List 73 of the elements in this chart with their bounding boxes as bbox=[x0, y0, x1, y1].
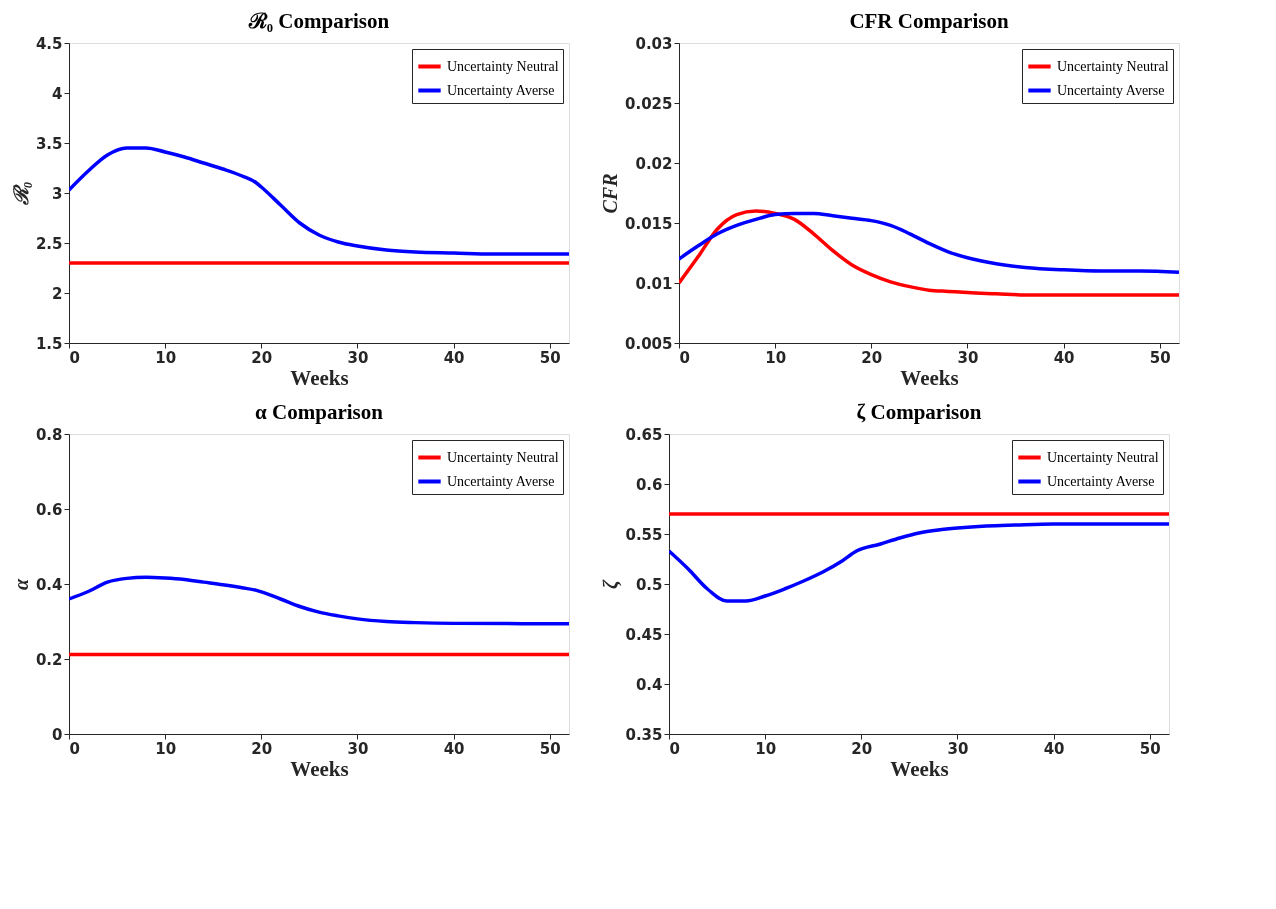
legend-label: Uncertainty Averse bbox=[1047, 473, 1155, 489]
y-tick-label: 0.8 bbox=[35, 425, 63, 444]
y-axis-title: ℛ₀ bbox=[9, 181, 32, 206]
x-tick-label: 30 bbox=[947, 739, 969, 758]
x-tick-label: 10 bbox=[155, 739, 177, 758]
legend-label: Uncertainty Neutral bbox=[447, 58, 559, 74]
legend-label: Uncertainty Neutral bbox=[1057, 58, 1169, 74]
x-axis-title: Weeks bbox=[290, 756, 349, 781]
x-tick-label: 50 bbox=[539, 739, 561, 758]
y-tick-label: 0.005 bbox=[625, 334, 673, 353]
y-tick-label: 0.6 bbox=[35, 500, 63, 519]
line-series bbox=[669, 522, 1169, 603]
x-tick-label: 40 bbox=[1043, 739, 1065, 758]
y-tick-label: 0.4 bbox=[635, 675, 663, 694]
x-axis-title: Weeks bbox=[890, 756, 949, 781]
x-tick-label: 40 bbox=[443, 739, 465, 758]
y-axis-title: α bbox=[9, 578, 32, 591]
y-axis-title: CFR bbox=[599, 173, 622, 214]
y-tick-label: 0.45 bbox=[625, 625, 663, 644]
x-tick-label: 50 bbox=[1139, 739, 1161, 758]
x-tick-label: 40 bbox=[1053, 348, 1075, 367]
chart-title: ζ Comparison bbox=[856, 400, 982, 424]
x-tick-label: 20 bbox=[851, 739, 873, 758]
y-tick-label: 0.5 bbox=[635, 575, 663, 594]
line-series bbox=[69, 575, 569, 626]
x-tick-label: 0 bbox=[679, 348, 690, 367]
legend-label: Uncertainty Neutral bbox=[1047, 449, 1159, 465]
legend-label: Uncertainty Averse bbox=[447, 473, 555, 489]
x-tick-label: 30 bbox=[347, 348, 369, 367]
chart-title: CFR Comparison bbox=[849, 9, 1009, 33]
y-tick-label: 0.02 bbox=[635, 154, 673, 173]
y-tick-label: 0.015 bbox=[625, 214, 673, 233]
y-tick-label: 0.4 bbox=[35, 575, 63, 594]
y-tick-label: 0.65 bbox=[625, 425, 663, 444]
x-tick-label: 30 bbox=[347, 739, 369, 758]
line-series bbox=[679, 211, 1179, 274]
x-tick-label: 30 bbox=[957, 348, 979, 367]
y-tick-label: 4.5 bbox=[35, 34, 63, 53]
x-tick-label: 50 bbox=[539, 348, 561, 367]
x-tick-label: 40 bbox=[443, 348, 465, 367]
y-tick-label: 2 bbox=[52, 284, 63, 303]
y-tick-label: 0 bbox=[52, 725, 63, 744]
line-series bbox=[679, 209, 1179, 297]
y-tick-label: 0.025 bbox=[625, 94, 673, 113]
legend-label: Uncertainty Averse bbox=[447, 82, 555, 98]
y-tick-label: 0.6 bbox=[635, 475, 663, 494]
y-tick-label: 0.2 bbox=[35, 650, 63, 669]
chart-title: α Comparison bbox=[255, 400, 384, 424]
y-tick-label: 0.01 bbox=[635, 274, 673, 293]
y-tick-label: 4 bbox=[52, 84, 63, 103]
y-tick-label: 0.55 bbox=[625, 525, 663, 544]
y-tick-label: 2.5 bbox=[35, 234, 63, 253]
x-tick-label: 50 bbox=[1149, 348, 1171, 367]
y-tick-label: 0.35 bbox=[625, 725, 663, 744]
y-tick-label: 3.5 bbox=[35, 134, 63, 153]
x-tick-label: 10 bbox=[755, 739, 777, 758]
x-axis-title: Weeks bbox=[290, 365, 349, 390]
y-axis-title: ζ bbox=[599, 578, 623, 589]
y-tick-label: 1.5 bbox=[35, 334, 63, 353]
x-axis-title: Weeks bbox=[900, 365, 959, 390]
y-tick-label: 0.03 bbox=[635, 34, 673, 53]
x-tick-label: 20 bbox=[861, 348, 883, 367]
x-tick-label: 0 bbox=[69, 739, 80, 758]
line-series bbox=[69, 146, 569, 256]
legend-label: Uncertainty Neutral bbox=[447, 449, 559, 465]
x-tick-label: 10 bbox=[155, 348, 177, 367]
chart-title: ℛ₀ Comparison bbox=[247, 9, 390, 33]
legend-label: Uncertainty Averse bbox=[1057, 82, 1165, 98]
x-tick-label: 20 bbox=[251, 739, 273, 758]
x-tick-label: 20 bbox=[251, 348, 273, 367]
x-tick-label: 10 bbox=[765, 348, 787, 367]
y-tick-label: 3 bbox=[52, 184, 63, 203]
x-tick-label: 0 bbox=[69, 348, 80, 367]
